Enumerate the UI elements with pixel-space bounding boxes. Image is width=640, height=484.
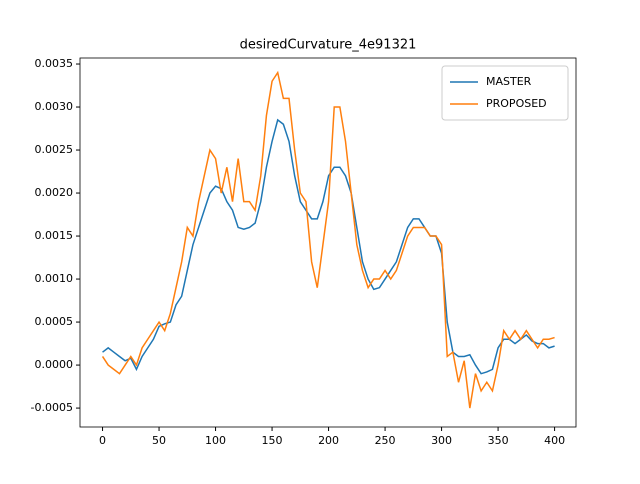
y-tick-label: 0.0000 bbox=[35, 358, 74, 371]
y-tick-label: 0.0025 bbox=[35, 143, 74, 156]
x-tick-label: 350 bbox=[488, 434, 509, 447]
legend-label: PROPOSED bbox=[486, 97, 547, 110]
x-tick-label: 100 bbox=[205, 434, 226, 447]
y-tick-label: 0.0035 bbox=[35, 57, 74, 70]
x-tick-label: 150 bbox=[262, 434, 283, 447]
x-tick-label: 200 bbox=[318, 434, 339, 447]
line-series bbox=[101, 70, 555, 409]
y-tick-label: 0.0005 bbox=[35, 315, 74, 328]
y-tick-label: 0.0010 bbox=[35, 272, 74, 285]
legend: MASTER PROPOSED bbox=[441, 65, 569, 121]
x-tick-label: 400 bbox=[544, 434, 565, 447]
x-tick-label: 50 bbox=[152, 434, 166, 447]
line-series bbox=[102, 118, 555, 375]
y-tick-label: 0.0015 bbox=[35, 229, 74, 242]
x-tick-label: 250 bbox=[375, 434, 396, 447]
y-tick-label: -0.0005 bbox=[31, 401, 73, 414]
legend-box bbox=[441, 65, 569, 121]
plot-frame bbox=[79, 57, 577, 428]
chart-title: desiredCurvature_4e91321 bbox=[240, 38, 417, 53]
y-tick-label: 0.0020 bbox=[35, 186, 74, 199]
legend-label: MASTER bbox=[486, 75, 532, 88]
x-tick-label: 300 bbox=[431, 434, 452, 447]
y-tick-label: 0.0030 bbox=[35, 100, 74, 113]
x-tick-label: 0 bbox=[99, 434, 106, 447]
